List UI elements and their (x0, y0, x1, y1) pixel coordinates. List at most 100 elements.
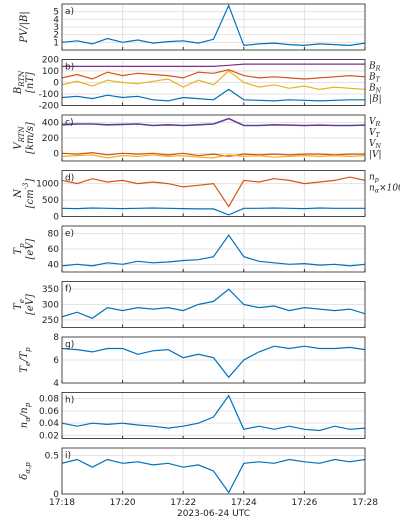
panel: 0.02 0.04 0.06 0.08 h) nα/np (19, 392, 366, 441)
y-tick-label: 1 (53, 38, 59, 48)
y-axis-label: [cm-3] (22, 179, 36, 209)
legend-entry: nα×100 (369, 183, 400, 195)
x-tick-label: 17:18 (49, 498, 75, 508)
y-tick-label: -100 (39, 90, 60, 100)
y-axis-label: Tp (13, 243, 27, 255)
axes-box (61, 447, 366, 495)
y-tick-label: 4 (53, 379, 59, 389)
y-tick-label: 300 (42, 300, 59, 310)
y-tick-label: 1000 (36, 179, 59, 189)
panel-label: a) (65, 7, 74, 17)
axes-box (61, 225, 366, 273)
y-tick-label: 0 (53, 490, 59, 500)
series-line (62, 4, 365, 47)
legend-entry: |B| (369, 94, 382, 104)
series-line (62, 117, 365, 126)
y-axis-label: PV/|B| (19, 11, 30, 43)
y-axis-label: BRTN (13, 70, 27, 95)
y-tick-label: 400 (42, 118, 59, 128)
panel: 4 6 8 g) Te/Tp (19, 333, 366, 389)
legend-entry: np (369, 172, 379, 184)
y-tick-label: 40 (48, 260, 60, 270)
axes-box (61, 3, 366, 51)
y-axis-label: δα,p (19, 462, 33, 480)
series-line (62, 176, 365, 208)
y-tick-label: 0.02 (39, 431, 59, 441)
x-tick-label: 17:20 (110, 498, 136, 508)
y-tick-label: 6 (53, 356, 59, 366)
panel-label: b) (65, 62, 74, 72)
panel: 250 300 350 f) Te[eV] (13, 281, 366, 328)
x-tick-label: 17:22 (170, 498, 196, 508)
y-tick-label: 350 (42, 285, 59, 295)
panel-label: g) (65, 340, 74, 350)
x-axis-label: 2023-06-24 UTC (177, 509, 250, 519)
series-line (62, 70, 365, 91)
y-tick-label: 4 (53, 15, 59, 25)
panel: 17:18 17:20 17:22 17:24 17:26 17:28 0 0.5 i) δα,p… (19, 447, 378, 519)
y-tick-label: 0.08 (39, 394, 59, 404)
series-line (62, 288, 365, 319)
y-tick-label: -200 (39, 101, 60, 111)
y-tick-label: 80 (48, 229, 60, 239)
y-axis-label: Te (13, 299, 27, 310)
panel-label: d) (65, 173, 74, 183)
x-tick-label: 17:26 (291, 498, 317, 508)
y-tick-label: 2 (53, 30, 59, 40)
y-tick-label: 8 (53, 333, 59, 343)
series-line (62, 207, 365, 216)
series-line (62, 151, 365, 158)
y-axis-label: Te/Tp (19, 347, 33, 373)
y-axis-label: [eV] (25, 238, 36, 259)
axes-box (61, 281, 366, 328)
axes-box (61, 170, 366, 217)
series-line (62, 69, 365, 80)
y-axis-label: [eV] (25, 294, 36, 315)
y-tick-label: 0.06 (39, 406, 59, 416)
axes-box (61, 336, 366, 384)
y-tick-label: 0 (53, 78, 59, 88)
y-tick-label: 0 (53, 212, 59, 222)
y-tick-label: 250 (42, 315, 59, 325)
series-line (62, 458, 365, 494)
panel-label: c) (65, 118, 73, 128)
legend-entry: VN (369, 139, 382, 151)
axes-box (61, 392, 366, 439)
y-axis-label: nα/np (19, 402, 33, 428)
y-tick-label: 100 (42, 67, 59, 77)
series-line (62, 345, 365, 379)
y-tick-label: 200 (42, 134, 59, 144)
x-tick-label: 17:24 (231, 498, 257, 508)
series-line (62, 88, 365, 102)
y-axis-label: [km/s] (25, 122, 36, 154)
series-line (62, 234, 365, 267)
axes-box (61, 59, 366, 106)
y-tick-label: 200 (42, 55, 59, 65)
legend-entry: |V| (369, 150, 382, 160)
y-axis-label: [nT] (25, 72, 36, 93)
series-line (62, 63, 365, 67)
legend-entry: BR (368, 61, 381, 73)
y-axis-label: VRTN (13, 126, 27, 150)
legend-entry: BT (368, 72, 381, 84)
y-axis-label: N (13, 188, 24, 199)
x-tick-label: 17:28 (352, 498, 378, 508)
legend-entry: BN (368, 83, 382, 95)
panel-label: f) (65, 284, 72, 294)
panel: 40 60 80 e) Tp[eV] (13, 225, 366, 273)
y-tick-label: 500 (42, 196, 59, 206)
axes-box (61, 114, 366, 162)
legend-entry: VT (369, 128, 381, 140)
panel-label: h) (65, 395, 74, 405)
panel-label: e) (65, 229, 74, 239)
y-tick-label: 3 (53, 23, 59, 33)
y-tick-label: 0.5 (45, 451, 59, 461)
legend-entry: VR (369, 117, 381, 129)
y-tick-label: 5 (53, 7, 59, 17)
series-line (62, 154, 365, 159)
panel-label: i) (65, 451, 71, 461)
